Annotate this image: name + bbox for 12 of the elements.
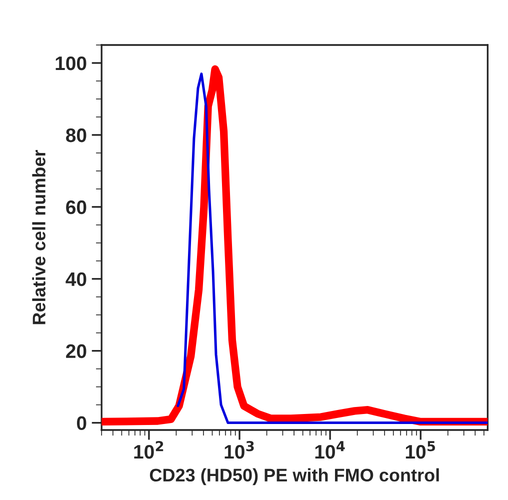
y-tick-label: 20 — [66, 344, 86, 358]
x-tick-label: 10$^{5}$ — [406, 441, 436, 459]
y-tick-label: 40 — [66, 272, 86, 286]
x-axis-title: CD23 (HD50) PE with FMO control — [150, 468, 439, 486]
x-tick-label: 10$^{3}$ — [224, 440, 254, 459]
y-tick-label: 80 — [66, 128, 86, 142]
x-tick-label: 10$^{2}$ — [134, 440, 164, 459]
y-tick-label: 60 — [66, 200, 86, 214]
y-axis-title: Relative cell number — [32, 150, 46, 324]
y-tick-label: 100 — [56, 56, 86, 70]
x-tick-label: 10$^{4}$ — [315, 441, 345, 459]
y-tick-label: 0 — [76, 416, 86, 430]
